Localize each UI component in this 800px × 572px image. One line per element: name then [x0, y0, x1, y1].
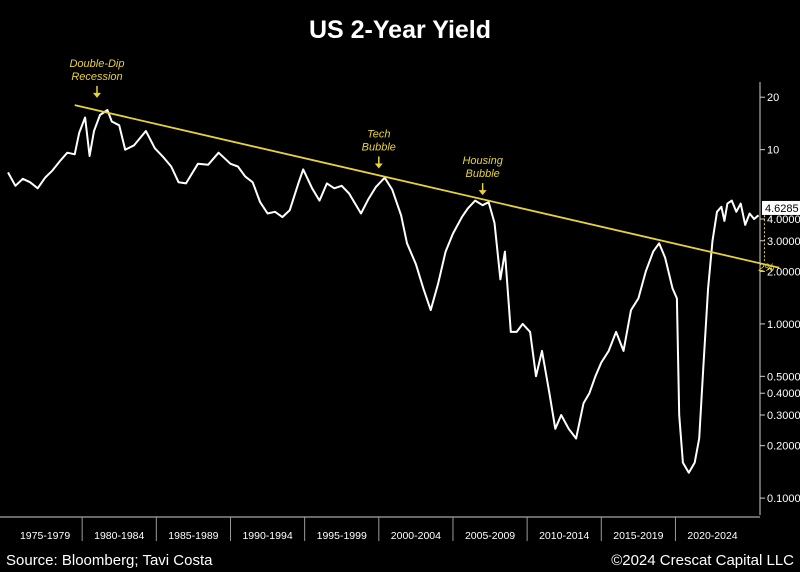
y-tick-label: 20 — [767, 92, 779, 104]
annotation-label: Double-Dip — [69, 58, 124, 70]
annotation-label: Housing — [462, 155, 503, 167]
annotation-arrowhead — [478, 190, 487, 196]
annotation-label: Tech — [367, 128, 390, 140]
y-tick-label: 0.3000 — [767, 410, 800, 422]
copyright-text: ©2024 Crescat Capital LLC — [611, 552, 794, 569]
x-tick-label: 1995-1999 — [317, 530, 367, 542]
y-tick-label: 1.0000 — [767, 319, 800, 331]
axes: 20 10 4.0000 3.0000 2.0000 1.0000 0.5000 0.4000… — [0, 82, 800, 542]
last-value-box — [762, 200, 800, 215]
last-value-label: 4.6285 — [765, 203, 799, 215]
annotation-label: Bubble — [466, 168, 500, 180]
y-tick-label: 2.0000 — [767, 266, 800, 278]
y-tick-label: 4.0000 — [767, 214, 800, 226]
x-tick-label: 2015-2019 — [613, 530, 663, 542]
chart-title: US 2-Year Yield — [309, 16, 491, 44]
annotation-label: Bubble — [362, 141, 396, 153]
trend-line — [74, 104, 780, 269]
annotations: 2%Double-DipRecessionTechBubbleHousingBu… — [69, 58, 774, 274]
x-tick-label: 2005-2009 — [465, 530, 515, 542]
x-tick-label: 1985-1989 — [168, 530, 218, 542]
x-tick-label: 2020-2024 — [687, 530, 737, 542]
annotation-label: Recession — [71, 71, 122, 83]
series-line — [7, 109, 760, 474]
reference-marker-label: 2% — [757, 262, 774, 274]
y-tick-label: 0.4000 — [767, 388, 800, 400]
y-tick-label: 0.5000 — [767, 371, 800, 383]
x-tick-label: 2000-2004 — [391, 530, 441, 542]
y-tick-label: 10 — [767, 145, 779, 157]
plot-area — [7, 104, 780, 474]
x-tick-label: 1980-1984 — [94, 530, 144, 542]
y-tick-label: 3.0000 — [767, 236, 800, 248]
annotation-arrowhead — [92, 92, 101, 98]
x-tick-label: 1975-1979 — [20, 530, 70, 542]
x-tick-label: 1990-1994 — [242, 530, 292, 542]
y-tick-label: 0.2000 — [767, 441, 800, 453]
source-text: Source: Bloomberg; Tavi Costa — [6, 552, 213, 569]
footer: Source: Bloomberg; Tavi Costa ©2024 Cres… — [0, 550, 800, 572]
x-tick-label: 2010-2014 — [539, 530, 589, 542]
annotation-arrowhead — [374, 163, 383, 169]
y-tick-label: 0.1000 — [767, 493, 800, 505]
